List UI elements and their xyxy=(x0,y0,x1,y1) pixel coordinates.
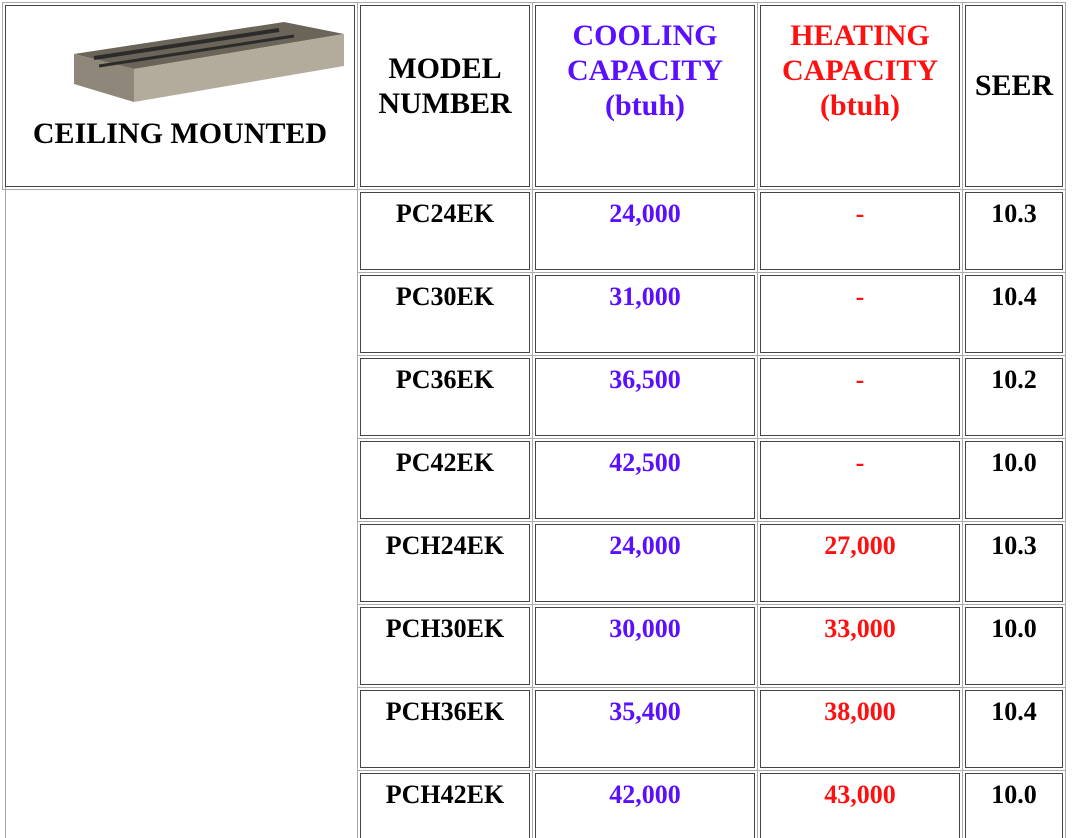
model-number: PC36EK xyxy=(360,358,530,436)
model-number: PCH36EK xyxy=(360,690,530,768)
model-number: PC24EK xyxy=(360,192,530,270)
header-line: CAPACITY xyxy=(536,53,754,88)
seer-value: 10.0 xyxy=(965,441,1063,519)
model-number: PCH24EK xyxy=(360,524,530,602)
heating-capacity: 38,000 xyxy=(760,690,960,768)
seer-value: 10.0 xyxy=(965,773,1063,838)
left-border xyxy=(5,187,6,838)
cooling-capacity: 31,000 xyxy=(535,275,755,353)
seer-value: 10.3 xyxy=(965,524,1063,602)
heating-capacity: - xyxy=(760,275,960,353)
header-line: CAPACITY xyxy=(761,53,959,88)
seer-value: 10.0 xyxy=(965,607,1063,685)
heating-capacity: 43,000 xyxy=(760,773,960,838)
seer-value: 10.2 xyxy=(965,358,1063,436)
cooling-capacity: 42,000 xyxy=(535,773,755,838)
seer-header: SEER xyxy=(965,5,1063,187)
image-label: CEILING MOUNTED xyxy=(6,116,354,151)
cooling-capacity: 42,500 xyxy=(535,441,755,519)
model-number: PC42EK xyxy=(360,441,530,519)
header-line: MODEL xyxy=(361,51,529,86)
cooling-capacity: 30,000 xyxy=(535,607,755,685)
cooling-capacity: 24,000 xyxy=(535,192,755,270)
seer-value: 10.4 xyxy=(965,275,1063,353)
header-line: (btuh) xyxy=(761,88,959,123)
header-line: NUMBER xyxy=(361,86,529,121)
model-number: PCH30EK xyxy=(360,607,530,685)
image-header-cell: CEILING MOUNTED xyxy=(5,5,355,187)
unit-image xyxy=(54,14,354,114)
heating-capacity: - xyxy=(760,441,960,519)
cooling-capacity: 36,500 xyxy=(535,358,755,436)
header-line: (btuh) xyxy=(536,88,754,123)
header-line: HEATING xyxy=(761,18,959,53)
heating-capacity: 27,000 xyxy=(760,524,960,602)
cooling-capacity: 24,000 xyxy=(535,524,755,602)
seer-value: 10.4 xyxy=(965,690,1063,768)
page: CEILING MOUNTED MODELNUMBER COOLINGCAPAC… xyxy=(0,0,1073,838)
seer-value: 10.3 xyxy=(965,192,1063,270)
heating-capacity: 33,000 xyxy=(760,607,960,685)
header-line: COOLING xyxy=(536,18,754,53)
model-number: PC30EK xyxy=(360,275,530,353)
heating-capacity: - xyxy=(760,192,960,270)
model-number: PCH42EK xyxy=(360,773,530,838)
cooling-capacity: 35,400 xyxy=(535,690,755,768)
heating-capacity: - xyxy=(760,358,960,436)
